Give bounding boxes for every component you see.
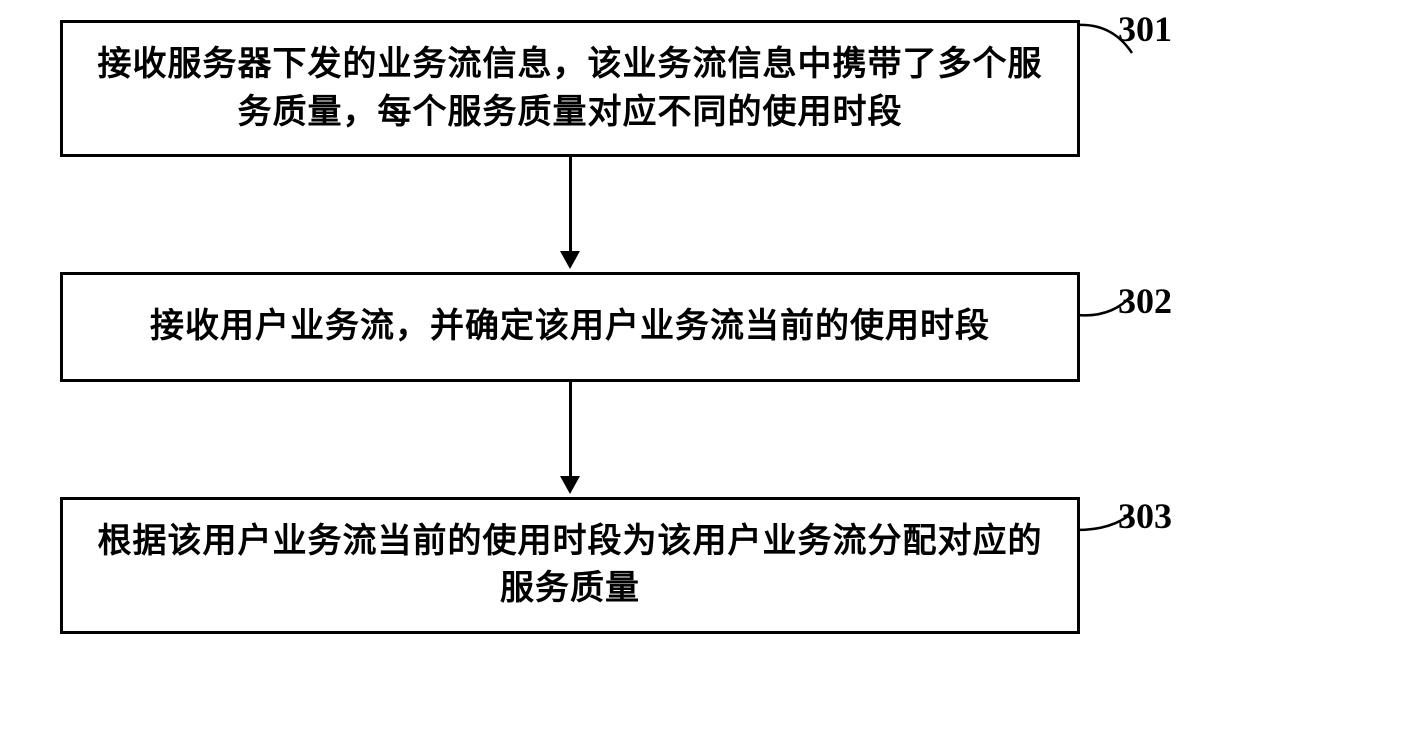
step-302-label: 302 [1118, 280, 1172, 322]
flowchart-step-302: 接收用户业务流，并确定该用户业务流当前的使用时段 302 [60, 272, 1080, 382]
flowchart-container: 接收服务器下发的业务流信息，该业务流信息中携带了多个服务质量，每个服务质量对应不… [60, 20, 1080, 634]
arrow-head-2 [560, 476, 580, 494]
step-301-text: 接收服务器下发的业务流信息，该业务流信息中携带了多个服务质量，每个服务质量对应不… [93, 41, 1047, 136]
flowchart-step-301: 接收服务器下发的业务流信息，该业务流信息中携带了多个服务质量，每个服务质量对应不… [60, 20, 1080, 157]
arrow-line-1 [569, 157, 572, 252]
arrow-1 [560, 157, 580, 272]
arrow-head-1 [560, 251, 580, 269]
arrow-line-2 [569, 382, 572, 477]
step-302-text: 接收用户业务流，并确定该用户业务流当前的使用时段 [150, 303, 990, 351]
step-303-text: 根据该用户业务流当前的使用时段为该用户业务流分配对应的服务质量 [93, 518, 1047, 613]
arrow-2 [560, 382, 580, 497]
flowchart-step-303: 根据该用户业务流当前的使用时段为该用户业务流分配对应的服务质量 303 [60, 497, 1080, 634]
step-301-label: 301 [1118, 8, 1172, 50]
step-303-label: 303 [1118, 495, 1172, 537]
